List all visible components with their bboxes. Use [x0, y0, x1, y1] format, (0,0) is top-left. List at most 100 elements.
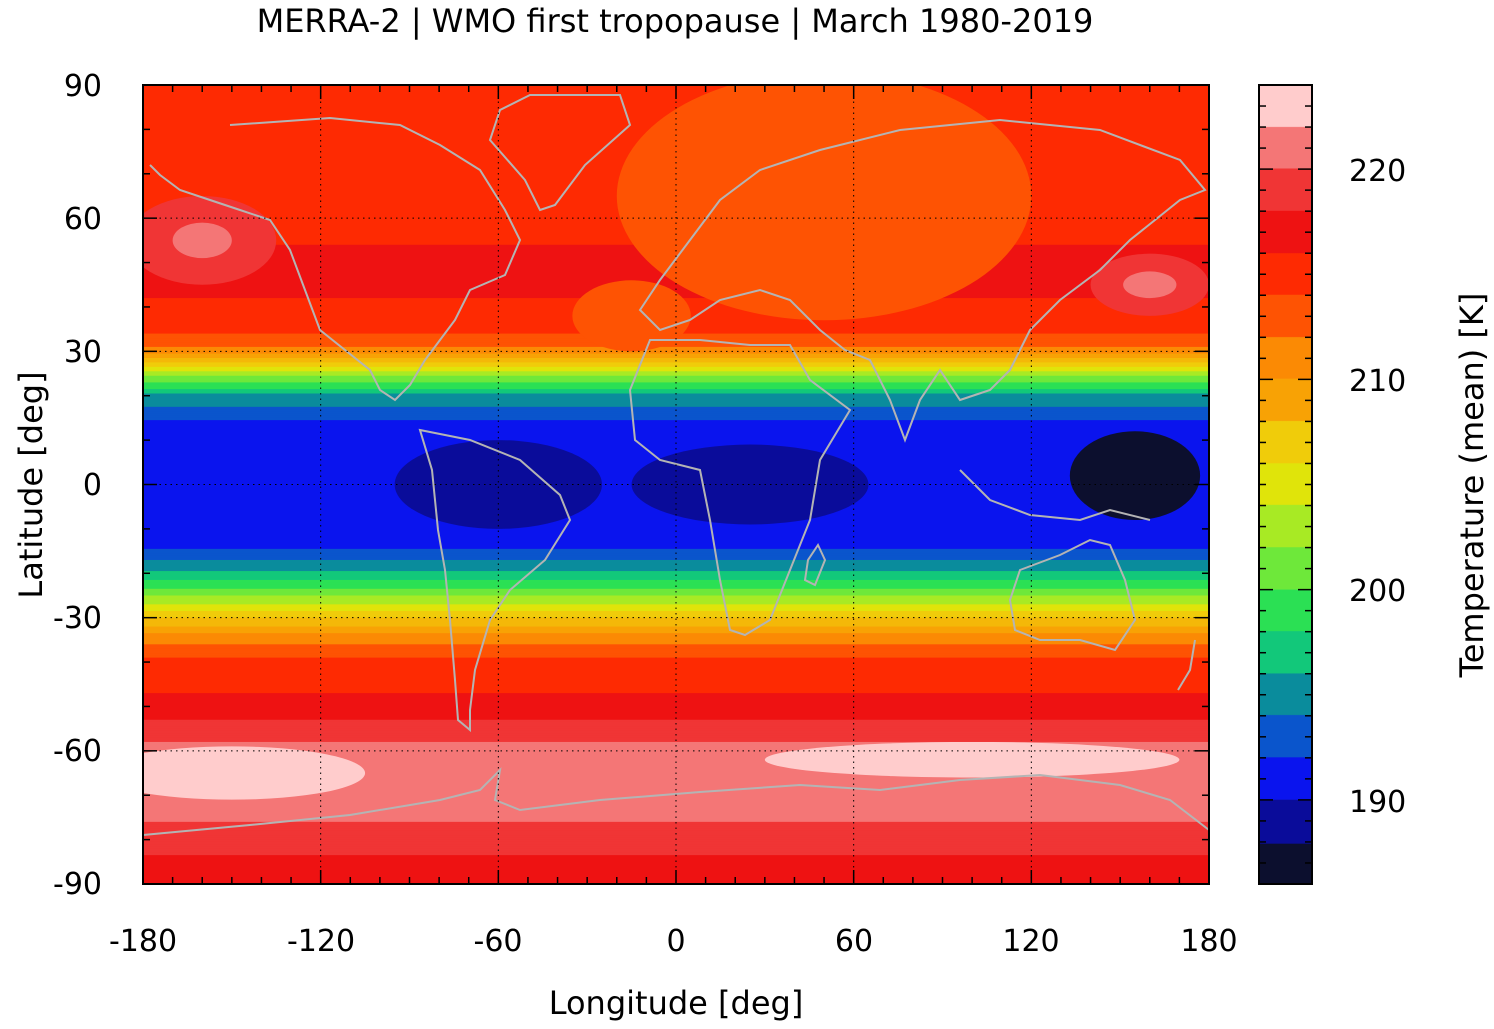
temperature-band	[143, 588, 1209, 592]
temperature-band	[143, 602, 1209, 605]
temperature-band	[143, 686, 1209, 690]
temperature-band	[143, 582, 1209, 585]
temperature-band	[143, 830, 1209, 834]
coastline-new-zealand	[1177, 639, 1196, 691]
temperature-band	[143, 555, 1209, 559]
temperature-band	[143, 646, 1209, 650]
temperature-band	[143, 697, 1209, 701]
temperature-band	[143, 415, 1209, 419]
temperature-band	[143, 657, 1209, 661]
temperature-band	[143, 373, 1209, 377]
temperature-band	[143, 626, 1209, 630]
temperature-field	[143, 85, 1209, 884]
temperature-band	[143, 682, 1209, 685]
temperature-band	[143, 757, 1209, 761]
y-tick-label: -90	[53, 867, 102, 902]
temperature-band	[143, 371, 1209, 375]
coastline-north-america	[149, 116, 522, 402]
colorbar-tick-label: 200	[1349, 574, 1406, 609]
temperature-band	[143, 748, 1209, 752]
temperature-band	[143, 690, 1209, 694]
cold-anomaly-africa	[631, 444, 869, 525]
temperature-band	[143, 655, 1209, 659]
x-tick-label: -180	[109, 924, 177, 959]
temperature-band	[143, 593, 1209, 597]
temperature-band	[143, 422, 1209, 426]
colorbar-tick-labels: 220 210 200 190	[1349, 154, 1406, 820]
warm-anomaly-southern-ocean-west	[143, 746, 366, 800]
temperature-band	[143, 391, 1209, 395]
temperature-band	[143, 630, 1209, 634]
temperature-band	[143, 855, 1209, 858]
temperature-band	[143, 599, 1209, 603]
coastline-africa	[628, 339, 852, 637]
colorbar-label: Temperature (mean) [K]	[1453, 293, 1491, 679]
temperature-band	[143, 693, 1209, 696]
temperature-band	[143, 668, 1209, 672]
x-axis-label: Longitude [deg]	[549, 984, 804, 1022]
temperature-band	[143, 284, 1209, 288]
temperature-band	[143, 451, 1209, 455]
temperature-band	[143, 424, 1209, 428]
temperature-band	[143, 741, 1209, 745]
temperature-band	[143, 846, 1209, 850]
temperature-band	[143, 801, 1209, 805]
temperature-band	[143, 773, 1209, 776]
coastline-europe-asia	[638, 118, 1207, 443]
temperature-band	[143, 369, 1209, 372]
temperature-band	[143, 608, 1209, 612]
temperature-band	[143, 289, 1209, 293]
temperature-band	[143, 746, 1209, 750]
coastline-greenland	[488, 94, 632, 212]
temperature-band	[143, 637, 1209, 641]
y-tick-labels: 90 60 30 0 -30 -60 -90	[53, 69, 102, 902]
temperature-band	[143, 340, 1209, 344]
temperature-band	[143, 395, 1209, 399]
temperature-band	[143, 828, 1209, 832]
temperature-band	[143, 360, 1209, 364]
temperature-band	[143, 790, 1209, 794]
temperature-band	[143, 664, 1209, 668]
temperature-band	[143, 389, 1209, 392]
temperature-band	[143, 611, 1209, 614]
temperature-band	[143, 619, 1209, 623]
x-tick-label: -120	[287, 924, 355, 959]
x-tick-labels: -180 -120 -60 0 60 120 180	[109, 924, 1238, 959]
temperature-band	[143, 537, 1209, 541]
temperature-band	[143, 730, 1209, 734]
colorbar-ticks	[1259, 105, 1312, 864]
temperature-band	[143, 362, 1209, 366]
temperature-band	[143, 719, 1209, 723]
colorbar-tick-label: 220	[1349, 154, 1406, 189]
temperature-band	[143, 107, 1209, 111]
temperature-band	[143, 726, 1209, 730]
temperature-band	[143, 380, 1209, 384]
temperature-band	[143, 551, 1209, 554]
y-tick-label: -60	[53, 734, 102, 769]
x-tick-label: 0	[666, 924, 685, 959]
x-tick-label: 180	[1180, 924, 1237, 959]
temperature-band	[143, 426, 1209, 430]
temperature-band	[143, 659, 1209, 663]
temperature-band	[143, 544, 1209, 548]
temperature-band	[143, 349, 1209, 352]
temperature-band	[143, 817, 1209, 821]
temperature-band	[143, 517, 1209, 521]
temperature-band	[143, 406, 1209, 410]
coastline-madagascar	[803, 542, 827, 587]
temperature-band	[143, 622, 1209, 625]
cold-anomaly-west-pacific	[1069, 431, 1201, 521]
temperature-band	[143, 429, 1209, 432]
colorbar	[1258, 84, 1313, 885]
coastline-antarctica	[143, 767, 1209, 836]
temperature-band	[143, 542, 1209, 546]
temperature-band	[143, 553, 1209, 557]
temperature-band	[143, 522, 1209, 526]
temperature-band	[143, 759, 1209, 763]
colorbar-tick-label: 210	[1349, 364, 1406, 399]
temperature-band	[143, 670, 1209, 674]
temperature-band	[143, 739, 1209, 743]
temperature-band	[143, 577, 1209, 581]
x-tick-label: 60	[835, 924, 873, 959]
